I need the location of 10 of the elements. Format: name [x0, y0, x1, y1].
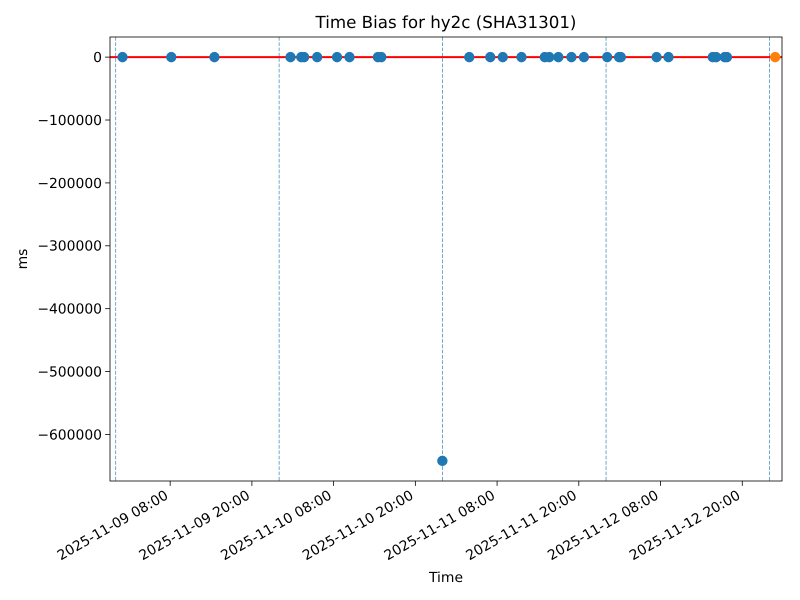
y-tick-label: −500000	[37, 364, 102, 380]
chart-title: Time Bias for hy2c (SHA31301)	[314, 12, 576, 32]
y-tick-label: −600000	[37, 427, 102, 444]
y-tick-label: −200000	[37, 176, 102, 192]
y-axis-title: ms	[15, 248, 31, 270]
y-tick-label: −300000	[37, 238, 102, 255]
y-tick-label: −400000	[37, 302, 102, 318]
x-axis-title: Time	[428, 570, 463, 586]
y-tick-label: −100000	[37, 112, 102, 129]
y-tick-label: 0	[93, 50, 102, 66]
